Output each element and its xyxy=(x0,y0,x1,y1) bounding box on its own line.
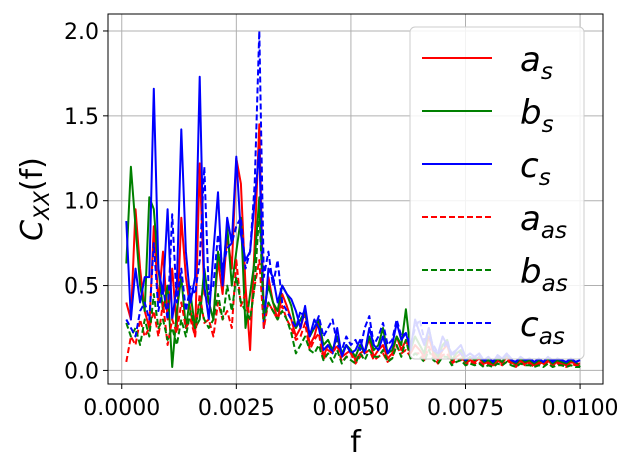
x-tick-label: 0.0050 xyxy=(312,396,389,421)
plot-frame xyxy=(107,13,604,385)
y-tick-label: 1.0 xyxy=(64,190,99,215)
y-tick-label: 0.5 xyxy=(64,275,99,300)
y-axis-label: CXX(f) xyxy=(15,157,54,241)
legend-label-b-s: bs xyxy=(520,93,554,138)
legend: as bs cs aas bas cas xyxy=(409,26,585,360)
y-tick-label: 2.0 xyxy=(64,20,99,45)
x-tick-label: 0.0075 xyxy=(427,396,504,421)
x-tick-label: 0.0100 xyxy=(542,396,619,421)
x-tick-label: 0.0000 xyxy=(83,396,160,421)
series-line-b-as xyxy=(125,208,581,368)
legend-label-a-as: aas xyxy=(520,199,567,244)
legend-box xyxy=(409,26,585,360)
legend-label-c-s: cs xyxy=(520,146,551,191)
legend-label-b-as: bas xyxy=(520,252,568,297)
y-tick-label: 0.0 xyxy=(64,359,99,384)
x-tick-label: 0.0025 xyxy=(198,396,275,421)
x-axis-label: f xyxy=(350,425,362,460)
y-axis-ticks: 0.0 0.5 1.0 1.5 2.0 xyxy=(64,20,108,384)
y-tick-label: 1.5 xyxy=(64,105,99,130)
x-axis-ticks: 0.0000 0.0025 0.0050 0.0075 0.0100 xyxy=(83,384,619,421)
legend-label-c-as: cas xyxy=(520,305,565,350)
legend-label-a-s: as xyxy=(520,40,553,85)
